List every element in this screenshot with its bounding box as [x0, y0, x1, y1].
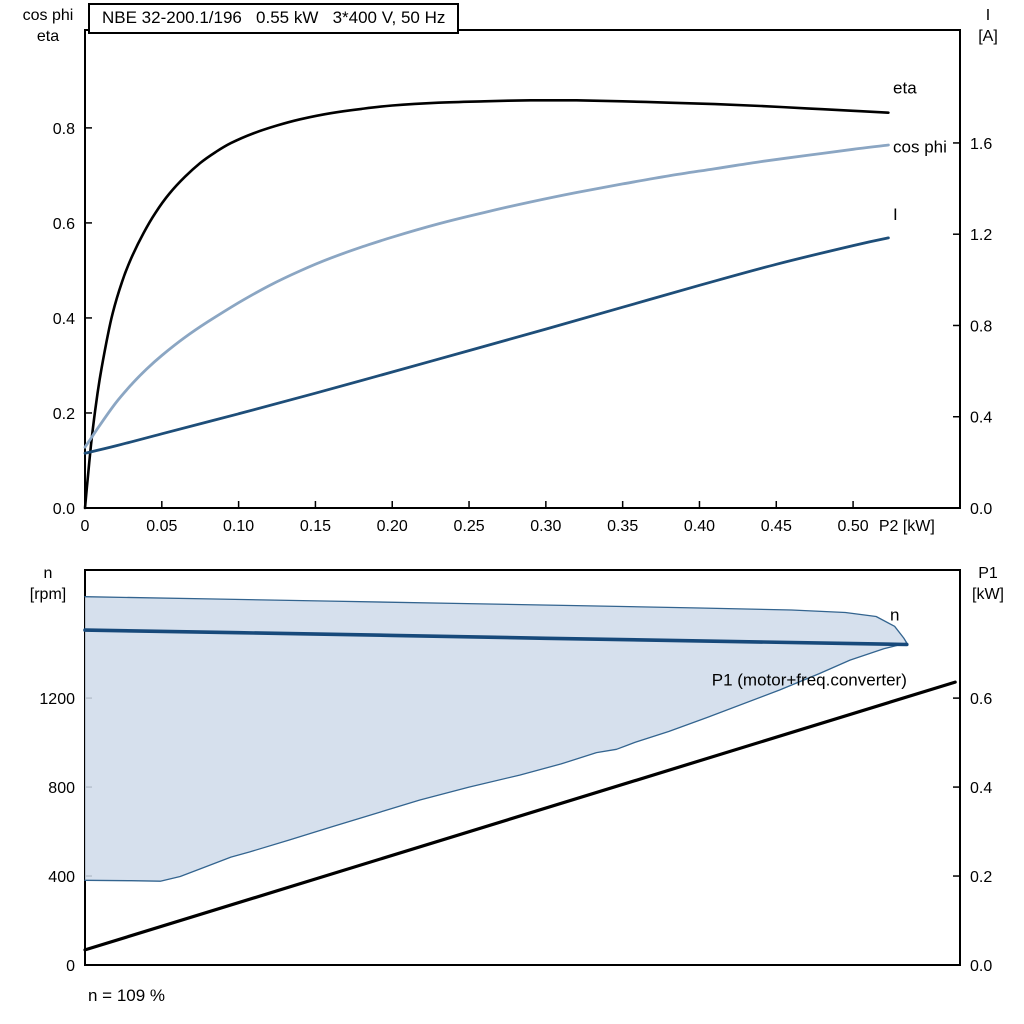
x-tick-label: 0.45 [761, 518, 792, 535]
x-axis-label: P2 [kW] [879, 518, 935, 535]
y-left-tick-label: 800 [48, 780, 75, 797]
series-speed-range-min [84, 642, 908, 882]
series-speed-range-max [84, 596, 908, 644]
y-left-axis-title: n [44, 565, 53, 582]
series-cos-phi [83, 143, 890, 449]
x-tick-label: 0.20 [377, 518, 408, 535]
y-left-tick-label: 0.2 [53, 406, 75, 423]
y-right-tick-label: 1.6 [970, 136, 992, 153]
curve-label-p1-motor-freq-converter: P1 (motor+freq.converter) [712, 671, 907, 690]
y-right-axis-title: I [986, 7, 990, 24]
y-right-tick-label: 0.4 [970, 780, 992, 797]
chart-title-box: NBE 32-200.1/196 0.55 kW 3*400 V, 50 Hz [88, 3, 460, 34]
x-tick-label: 0.15 [300, 518, 331, 535]
series-eta [83, 98, 890, 510]
series-i [83, 236, 890, 455]
y-right-tick-label: 1.2 [970, 227, 992, 244]
curve-label-n: n [890, 606, 899, 625]
x-tick-label: 0.30 [530, 518, 561, 535]
y-left-tick-label: 1200 [39, 691, 75, 708]
x-tick-label: 0.25 [453, 518, 484, 535]
y-left-tick-label: 0.8 [53, 121, 75, 138]
y-right-tick-label: 0.4 [970, 410, 992, 427]
y-left-tick-label: 0.6 [53, 216, 75, 233]
y-right-axis-title: P1 [978, 565, 998, 582]
y-left-tick-label: 400 [48, 869, 75, 886]
lower-chart-panel: 0 400 800 1200 0.0 0.2 0.4 0.6 n [rpm] P1 [kW] n P1 (… [30, 565, 1004, 975]
curve-label-cos-phi: cos phi [893, 138, 947, 157]
series-n [83, 628, 909, 647]
x-tick-label: 0.35 [607, 518, 638, 535]
x-tick-label: 0.50 [838, 518, 869, 535]
curve-label-i: I [893, 205, 898, 224]
y-left-tick-label: 0 [66, 958, 75, 975]
y-left-axis-title: eta [37, 28, 59, 45]
x-tick-label: 0.40 [684, 518, 715, 535]
plot-frame [84, 29, 961, 509]
y-right-tick-label: 0.2 [970, 869, 992, 886]
y-right-axis-title: [A] [978, 28, 998, 45]
y-left-axis-title: cos phi [23, 7, 74, 24]
series-speed-range-area [85, 596, 907, 882]
y-right-tick-label: 0.0 [970, 958, 992, 975]
speed-annotation: n = 109 % [88, 986, 166, 1005]
series-p1-motor-freq-converter [83, 680, 957, 952]
y-right-tick-label: 0.6 [970, 691, 992, 708]
y-right-tick-label: 0.0 [970, 501, 992, 518]
y-left-axis-title: [rpm] [30, 586, 66, 603]
y-left-tick-label: 0.0 [53, 501, 75, 518]
curve-label-eta: eta [893, 79, 917, 98]
y-left-tick-label: 0.4 [53, 311, 75, 328]
upper-chart-panel: 0 0.05 0.10 0.15 0.20 0.25 0.30 0.35 0.40 0.45 0.5… [23, 7, 998, 535]
y-right-axis-title: [kW] [972, 586, 1004, 603]
y-right-tick-label: 0.8 [970, 318, 992, 335]
x-tick-label: 0.05 [146, 518, 177, 535]
x-tick-label: 0.10 [223, 518, 254, 535]
x-tick-label: 0 [81, 518, 90, 535]
